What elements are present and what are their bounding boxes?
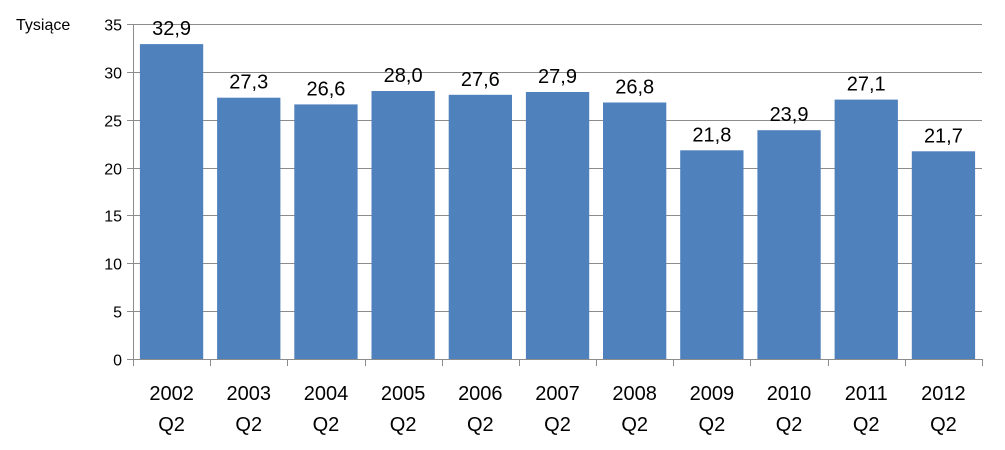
y-tick-label: 0	[113, 353, 122, 370]
x-tick-label-year: 2008	[612, 383, 657, 405]
x-tick-label-year: 2006	[458, 383, 503, 405]
x-tick-label-year: 2010	[767, 383, 812, 405]
data-label: 27,6	[461, 69, 500, 91]
x-tick-label-year: 2011	[845, 383, 888, 405]
data-label: 21,8	[692, 124, 731, 146]
bar-2002	[139, 44, 204, 359]
x-tick-label-year: 2005	[381, 383, 426, 405]
bar-2007	[525, 92, 590, 359]
x-tick-label-quarter: Q2	[853, 414, 880, 436]
bar-2009	[680, 150, 744, 359]
data-label: 28,0	[384, 65, 423, 87]
x-tick-label-quarter: Q2	[930, 414, 957, 436]
y-tick-label: 5	[113, 305, 122, 322]
bar-2010	[757, 130, 821, 359]
y-tick-label: 35	[104, 18, 122, 35]
x-tick-label-quarter: Q2	[313, 414, 340, 436]
data-label: 32,9	[152, 18, 191, 40]
x-tick-label-year: 2012	[921, 383, 966, 405]
x-tick-label-year: 2004	[304, 383, 349, 405]
bar-2008	[603, 102, 667, 359]
x-tick-label-year: 2002	[149, 383, 194, 405]
data-label: 21,7	[924, 125, 963, 147]
x-tick-label-quarter: Q2	[158, 414, 185, 436]
bar-2003	[217, 97, 281, 359]
x-tick-label-quarter: Q2	[621, 414, 648, 436]
data-label: 27,1	[847, 74, 886, 96]
x-tick-label-year: 2007	[535, 383, 580, 405]
bar-2006	[448, 94, 512, 360]
labels: 0 5 10 15 20 25 30 35 32,9 2002 Q2 27,3 2003 Q2 26,6 20…	[104, 18, 965, 437]
x-tick-label-quarter: Q2	[390, 414, 417, 436]
data-label: 27,3	[229, 72, 268, 94]
x-tick-label-quarter: Q2	[235, 414, 262, 436]
bars	[139, 44, 976, 360]
bar-2005	[371, 91, 435, 359]
data-label: 26,8	[615, 76, 654, 98]
bar-2004	[294, 104, 358, 360]
y-unit-label: Tysiące	[16, 17, 70, 34]
bar-2011	[834, 99, 898, 359]
y-tick-label: 30	[104, 66, 122, 83]
x-tick-label-year: 2009	[690, 383, 735, 405]
data-label: 23,9	[770, 104, 809, 126]
y-tick-label: 10	[104, 257, 122, 274]
x-tick-label-quarter: Q2	[467, 414, 494, 436]
x-tick-label-quarter: Q2	[544, 414, 571, 436]
x-tick-label-quarter: Q2	[776, 414, 803, 436]
x-tick-label-year: 2003	[227, 383, 272, 405]
data-label: 27,9	[538, 66, 577, 88]
axes	[127, 24, 983, 366]
y-tick-label: 20	[104, 162, 122, 179]
data-label: 26,6	[306, 78, 345, 100]
y-tick-label: 15	[104, 209, 122, 226]
bar-2012	[911, 151, 976, 359]
y-tick-label: 25	[104, 114, 122, 131]
x-tick-label-quarter: Q2	[699, 414, 726, 436]
